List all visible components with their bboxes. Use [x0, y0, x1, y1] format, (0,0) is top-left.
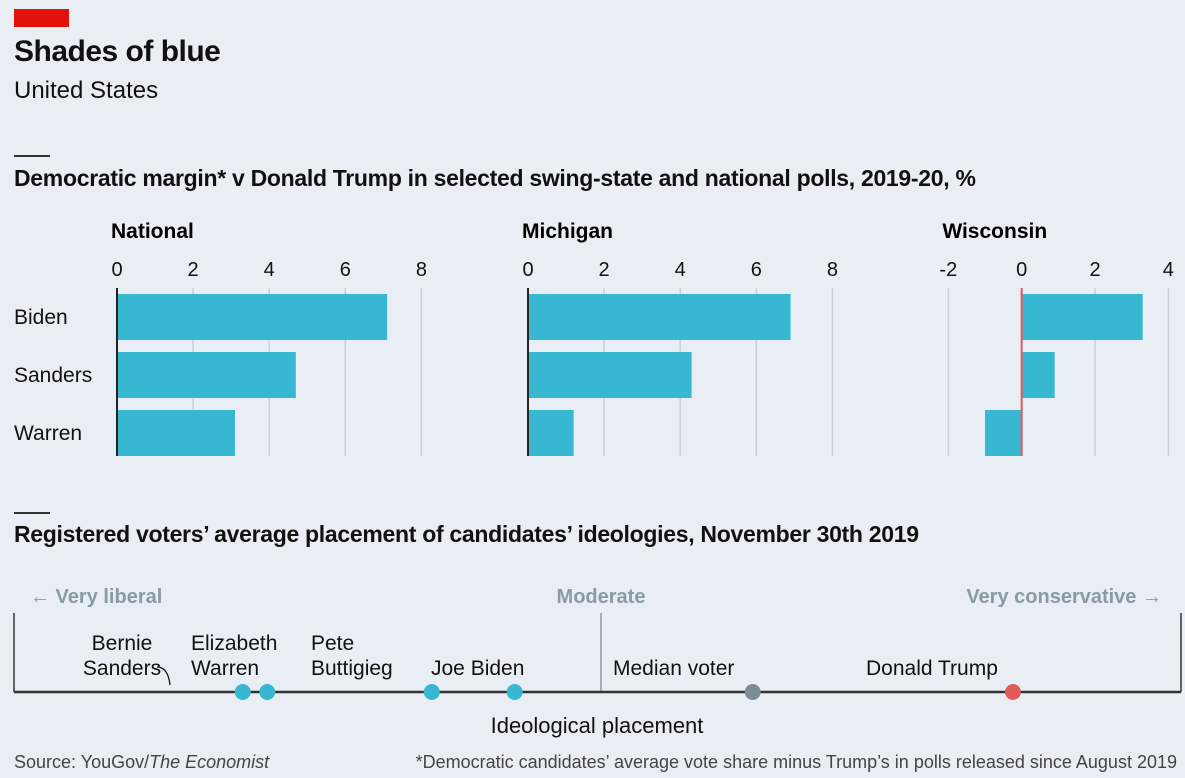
point-bernie-sanders	[234, 684, 251, 700]
category-label-sanders: Sanders	[14, 364, 92, 387]
point-label-elizabeth-warren: Warren	[191, 657, 259, 680]
bar-sanders	[528, 352, 692, 398]
point-joe-biden	[506, 684, 523, 700]
brand-red-tag	[14, 9, 69, 27]
tick-label: 0	[111, 259, 122, 281]
point-label-pete-buttigieg: Pete	[311, 632, 354, 655]
section1-title: Democratic margin* v Donald Trump in sel…	[14, 165, 976, 191]
point-label-elizabeth-warren: Elizabeth	[191, 632, 277, 655]
bar-sanders	[1021, 352, 1055, 398]
scale-label-very-conservative: Very conservative →	[966, 586, 1162, 608]
tick-label: 8	[416, 259, 427, 281]
point-label-pete-buttigieg: Buttigieg	[311, 657, 393, 680]
point-label-bernie-sanders: Bernie	[92, 632, 153, 655]
bar-biden	[117, 294, 388, 340]
point-elizabeth-warren	[259, 684, 276, 700]
tick-label: 2	[1089, 259, 1100, 281]
point-label-joe-biden: Joe Biden	[431, 657, 524, 680]
tick-label: 2	[188, 259, 199, 281]
bar-biden	[528, 294, 791, 340]
margin-bar-charts: National 0 2 4 6 8 Biden Sanders Warren Michigan 0…	[14, 220, 1174, 456]
tick-label: 4	[675, 259, 686, 281]
source-note: Source: YouGov/The Economist	[14, 752, 269, 773]
section1-rule	[14, 155, 50, 157]
source-prefix: Source: YouGov/	[14, 752, 150, 772]
page-subtitle: United States	[14, 77, 159, 104]
panel-title-michigan: Michigan	[522, 220, 613, 243]
scale-label-moderate: Moderate	[557, 586, 646, 608]
tick-label: 8	[827, 259, 838, 281]
bar-sanders	[117, 352, 296, 398]
point-label-median-voter: Median voter	[613, 657, 734, 680]
bar-panel-national: National 0 2 4 6 8	[111, 220, 427, 456]
point-label-donald-trump: Donald Trump	[866, 657, 998, 680]
bar-warren	[117, 410, 235, 456]
leader-line-bernie-sanders	[156, 666, 171, 686]
tick-label: 0	[1016, 259, 1027, 281]
tick-label: 2	[599, 259, 610, 281]
footnote: *Democratic candidates’ average vote sha…	[415, 752, 1177, 772]
point-label-bernie-sanders: Sanders	[83, 657, 161, 680]
tick-label: 0	[522, 259, 533, 281]
section2-title: Registered voters’ average placement of …	[14, 521, 919, 547]
tick-label: 6	[751, 259, 762, 281]
bar-biden	[1021, 294, 1143, 340]
category-label-biden: Biden	[14, 306, 68, 329]
page-title: Shades of blue	[14, 35, 221, 68]
tick-label: 4	[264, 259, 275, 281]
bar-panel-wisconsin: Wisconsin -2 0 2 4	[939, 220, 1174, 456]
panel-title-national: National	[111, 220, 194, 243]
tick-label: 4	[1163, 259, 1174, 281]
tick-label: 6	[340, 259, 351, 281]
bar-warren	[985, 410, 1022, 456]
point-median-voter	[744, 684, 761, 700]
bar-panel-michigan: Michigan 0 2 4 6 8	[522, 220, 838, 456]
tick-label: -2	[939, 259, 957, 281]
point-donald-trump	[1004, 684, 1021, 700]
category-label-warren: Warren	[14, 422, 82, 445]
panel-title-wisconsin: Wisconsin	[942, 220, 1047, 243]
source-publication: The Economist	[149, 752, 270, 772]
ideology-scale-chart: ← Very liberal Moderate Very conservative …	[13, 586, 1182, 738]
bar-warren	[528, 410, 574, 456]
x-axis-label: Ideological placement	[491, 713, 704, 738]
section2-rule	[14, 512, 50, 514]
point-pete-buttigieg	[423, 684, 440, 700]
scale-label-very-liberal: ← Very liberal	[30, 586, 162, 608]
